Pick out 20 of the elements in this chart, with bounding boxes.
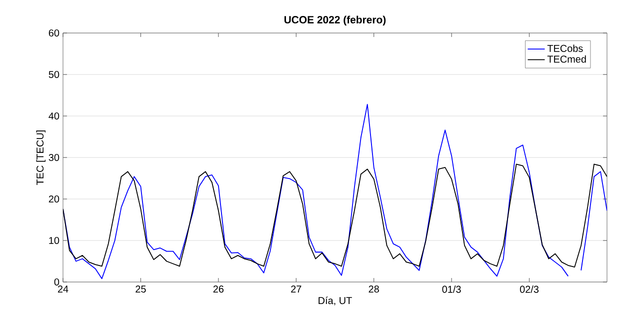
x-tick-label: 27 (291, 286, 302, 292)
legend-label: TECmed (547, 55, 586, 63)
chart-title: UCOE 2022 (febrero) (284, 16, 386, 26)
y-tick-label: 50 (48, 70, 60, 78)
x-tick-label: 28 (368, 286, 379, 293)
y-tick-label: 30 (48, 154, 60, 162)
y-tick-label: 0 (54, 278, 60, 286)
y-tick-label: 10 (49, 236, 60, 244)
x-tick-label: 25 (136, 286, 146, 293)
y-tick-label: 40 (48, 112, 60, 120)
x-tick-label: 02/3 (520, 286, 539, 293)
x-axis-title: Día, UT (318, 296, 352, 306)
legend-label: TECobs (547, 44, 583, 52)
line-series (63, 164, 607, 268)
y-tick-label: 60 (48, 29, 60, 37)
x-tick-label: 24 (58, 286, 68, 292)
y-tick-label: 20 (48, 195, 60, 203)
x-tick-label: 26 (213, 286, 224, 293)
y-axis-title: TEC [TECU] (36, 130, 46, 185)
x-tick-label: 01/3 (442, 286, 461, 293)
